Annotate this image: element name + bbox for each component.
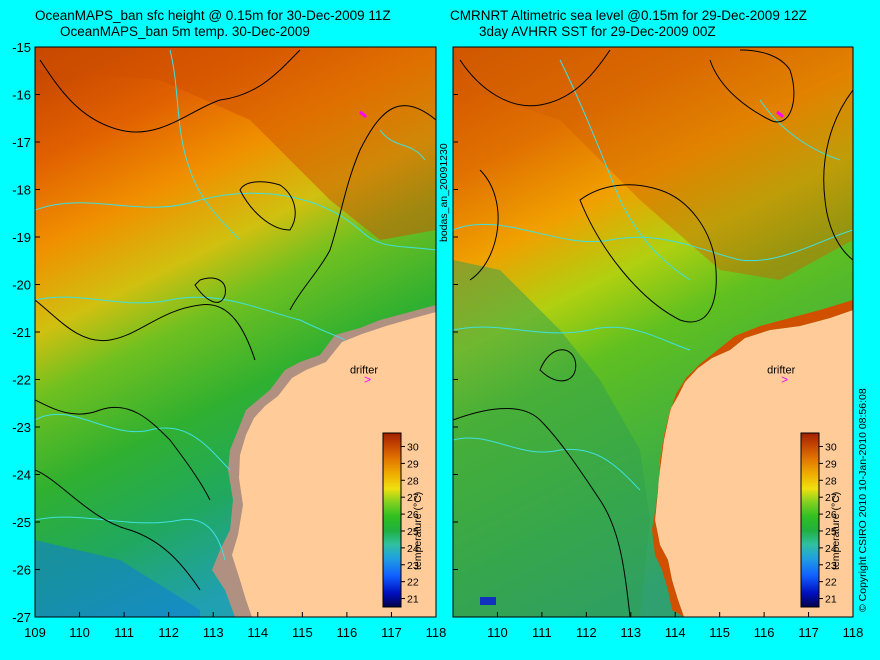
right-colorbar-tick-label: 23 <box>825 560 837 572</box>
right-lon-tick-label: 112 <box>576 625 597 640</box>
copyright-label: © Copyright CSIRO 2010 10-Jan-2010 08:56… <box>857 388 869 612</box>
left-map-panel <box>35 47 436 617</box>
lat-tick-label: -18 <box>12 183 31 198</box>
left-lon-tick-label: 110 <box>69 625 90 640</box>
left-lon-tick-label: 109 <box>24 625 46 640</box>
right-colorbar-tick-label: 25 <box>825 526 837 538</box>
left-lon-tick-label: 112 <box>158 625 179 640</box>
left-lon-tick-label: 118 <box>426 625 447 640</box>
right-lon-tick-label: 116 <box>754 625 775 640</box>
right-colorbar-tick-label: 28 <box>825 475 837 487</box>
right-lon-tick-label: 110 <box>487 625 508 640</box>
left-title-line1: OceanMAPS_ban sfc height @ 0.15m for 30-… <box>35 8 391 23</box>
right-colorbar-tick-label: 30 <box>825 442 837 454</box>
right-colorbar-tick-label: 21 <box>825 594 837 606</box>
left-colorbar-ticks: 30 29 28 27 26 25 24 23 22 21 <box>401 442 419 606</box>
left-warm-patch <box>35 47 436 240</box>
left-colorbar-tick-label: 29 <box>407 458 419 470</box>
right-cyan-contours <box>453 59 853 491</box>
right-colorbar-title: temperature (°C) <box>830 492 842 570</box>
left-colorbar-title: temperature (°C) <box>412 492 424 570</box>
left-colorbar-tick-label: 26 <box>407 509 419 521</box>
right-drifter-label: drifter <box>767 365 795 377</box>
right-drifter-track <box>776 110 785 119</box>
right-lon-tick-label: 114 <box>665 625 686 640</box>
left-colorbar-tick-label: 23 <box>407 560 419 572</box>
lat-tick-label: -25 <box>12 515 31 530</box>
left-colorbar-tick-label: 27 <box>407 492 419 504</box>
left-colorbar-tick-label: 25 <box>407 526 419 538</box>
left-colorbar: 30 29 28 27 26 25 24 23 22 21 temperature (°C) <box>382 432 424 608</box>
lat-tick-label: -16 <box>12 88 31 103</box>
left-colorbar-tick-label: 24 <box>407 543 419 555</box>
left-drifter-marker: > <box>364 373 371 387</box>
run-id-label: bodas_an_20091230 <box>438 143 450 242</box>
left-drifter-label: drifter <box>350 365 378 377</box>
lat-tick-label: -21 <box>12 325 31 340</box>
lat-tick-label: -20 <box>12 278 31 293</box>
left-lon-tick-label: 117 <box>381 625 402 640</box>
left-lon-tick-label: 113 <box>203 625 224 640</box>
lat-tick-label: -22 <box>12 373 31 388</box>
right-cool-patch <box>453 260 650 617</box>
right-drifter-marker: > <box>781 373 788 387</box>
right-drifter-annotation: drifter > <box>767 365 795 387</box>
right-warm-patch <box>453 47 853 280</box>
right-title-line2: 3day AVHRR SST for 29-Dec-2009 00Z <box>479 24 716 39</box>
left-cool-patch <box>35 540 200 617</box>
left-title-line2: OceanMAPS_ban 5m temp. 30-Dec-2009 <box>60 24 310 39</box>
left-black-contours <box>35 49 436 591</box>
left-colorbar-tick-label: 28 <box>407 475 419 487</box>
right-lon-tick-label: 115 <box>709 625 730 640</box>
right-colorbar: 30 29 28 27 26 25 24 23 22 21 temperature (°C) <box>800 432 842 608</box>
lat-tick-label: -27 <box>12 610 31 625</box>
right-lon-tick-label: 117 <box>798 625 819 640</box>
left-lon-tick-label: 115 <box>292 625 313 640</box>
left-axes: 109 110 111 112 113 114 115 116 117 118 -15 -16 -17 -… <box>12 40 446 640</box>
left-lon-tick-label: 114 <box>247 625 268 640</box>
lat-tick-label: -26 <box>12 563 31 578</box>
lat-tick-label: -15 <box>12 40 31 55</box>
right-black-contours <box>453 49 853 617</box>
left-cyan-contours <box>35 49 436 561</box>
right-lon-tick-label: 113 <box>620 625 641 640</box>
right-colorbar-tick-label: 27 <box>825 492 837 504</box>
left-lon-tick-label: 116 <box>337 625 358 640</box>
lat-tick-label: -17 <box>12 135 31 150</box>
right-lon-tick-label: 118 <box>843 625 864 640</box>
lat-tick-label: -24 <box>12 468 31 483</box>
right-colorbar-tick-label: 24 <box>825 543 837 555</box>
right-lon-tick-label: 111 <box>532 625 552 640</box>
left-colorbar-tick-label: 21 <box>407 594 419 606</box>
lat-tick-label: -23 <box>12 420 31 435</box>
left-colorbar-tick-label: 30 <box>407 442 419 454</box>
left-lon-tick-label: 111 <box>114 625 134 640</box>
right-colorbar-ramp <box>800 432 820 608</box>
right-colorbar-tick-label: 29 <box>825 458 837 470</box>
right-colorbar-tick-label: 22 <box>825 577 837 589</box>
right-cloud-pixels <box>480 597 496 605</box>
right-coastal-warm-band <box>652 300 853 617</box>
left-drifter-annotation: drifter > <box>350 365 378 387</box>
right-map-panel <box>453 47 853 617</box>
right-axes: 110 111 112 113 114 115 116 117 118 <box>452 46 864 640</box>
left-colorbar-tick-label: 22 <box>407 577 419 589</box>
left-colorbar-ramp <box>382 432 402 608</box>
right-colorbar-ticks: 30 29 28 27 26 25 24 23 22 21 <box>819 442 837 606</box>
right-title-line1: CMRNRT Altimetric sea level @0.15m for 2… <box>450 8 807 23</box>
right-colorbar-tick-label: 26 <box>825 509 837 521</box>
left-drifter-track <box>359 110 368 119</box>
lat-tick-label: -19 <box>12 230 31 245</box>
